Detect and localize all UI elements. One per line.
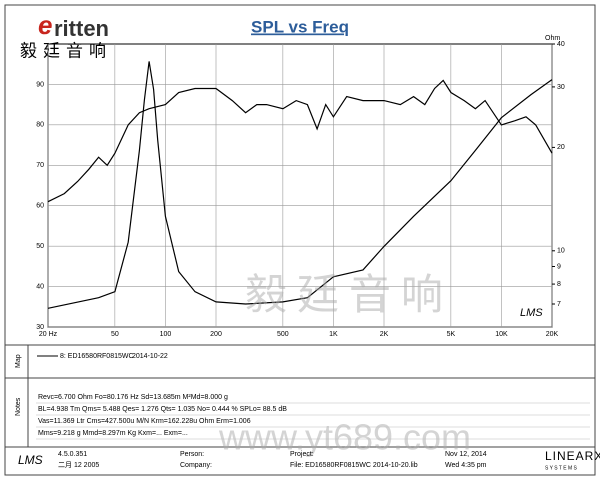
y-tick-label: 60 xyxy=(36,203,44,210)
note-line: Revc=6.700 Ohm Fo=80.176 Hz Sd=13.685m M… xyxy=(38,394,228,401)
x-tick-label: 2K xyxy=(380,331,389,338)
legend-entry: 8: ED16580RF0815WC xyxy=(60,353,134,360)
file: File: ED16580RF0815WC 2014-10-20.lib xyxy=(290,462,418,469)
x-tick-label: 5K xyxy=(447,331,456,338)
logo: ritten xyxy=(54,16,109,41)
y2-axis-label: Ohm xyxy=(545,35,560,42)
chart-title: SPL vs Freq xyxy=(251,17,349,36)
build: 二月 12 2005 xyxy=(58,461,99,469)
brand-sub: S Y S T E M S xyxy=(545,465,578,471)
footer-app: LMS xyxy=(18,453,43,467)
y-tick-label: 70 xyxy=(36,162,44,169)
note-line: BL=4.938 Tm Qms= 5.488 Qes= 1.276 Qts= 1… xyxy=(38,406,287,413)
y-tick-label: 50 xyxy=(36,243,44,250)
x-tick-label: 100 xyxy=(160,331,172,338)
project: Project: xyxy=(290,451,314,458)
y-tick-label: 80 xyxy=(36,122,44,129)
lms-mark: LMS xyxy=(520,307,543,319)
plot: 20 Hz 50 100 200 500 1K 2K 5K 10K 20K 30 40 50 60 70 80… xyxy=(36,41,565,338)
frame xyxy=(4,4,596,476)
watermark-cn: 毅廷音响 xyxy=(245,271,453,318)
x-tick-label: 20 Hz xyxy=(39,331,58,338)
section-label: Map xyxy=(15,354,22,368)
legend-date: 2014-10-22 xyxy=(132,353,168,360)
y2-tick-label: 8 xyxy=(557,281,561,288)
logo-e: e xyxy=(38,10,52,40)
brand: LINEARX xyxy=(545,449,600,463)
time: Wed 4:35 pm xyxy=(445,462,487,469)
y2-tick-label: 20 xyxy=(557,144,565,151)
person: Person: xyxy=(180,451,204,458)
section-label: Notes xyxy=(15,397,22,416)
y2-tick-label: 40 xyxy=(557,41,565,48)
y-tick-label: 30 xyxy=(36,324,44,331)
y-tick-label: 40 xyxy=(36,283,44,290)
x-tick-label: 500 xyxy=(277,331,289,338)
x-tick-label: 10K xyxy=(495,331,508,338)
series-line xyxy=(47,79,553,203)
series-line xyxy=(47,61,553,309)
notes: Revc=6.700 Ohm Fo=80.176 Hz Sd=13.685m M… xyxy=(36,394,590,440)
version: 4.5.0.351 xyxy=(58,451,87,458)
y2-tick-label: 10 xyxy=(557,248,565,255)
y-tick-label: 90 xyxy=(36,81,44,88)
x-tick-label: 50 xyxy=(111,331,119,338)
company: Company: xyxy=(180,462,212,469)
note-line: Vas=11.369 Ltr Cms=427.500u M/N Krm=162.… xyxy=(38,418,251,425)
x-tick-label: 200 xyxy=(210,331,222,338)
note-line: Mms=9.218 g Mmd=8.297m Kg Kxm=... Exm=..… xyxy=(38,430,188,437)
y2-tick-label: 7 xyxy=(557,301,561,308)
y2-tick-label: 30 xyxy=(557,84,565,91)
y2-tick-label: 9 xyxy=(557,263,561,270)
x-tick-label: 20K xyxy=(546,331,559,338)
x-tick-label: 1K xyxy=(329,331,338,338)
logo-cn: 毅廷音响 xyxy=(20,41,112,60)
watermark-url: www.yt689.com xyxy=(218,417,471,458)
date: Nov 12, 2014 xyxy=(445,451,487,458)
